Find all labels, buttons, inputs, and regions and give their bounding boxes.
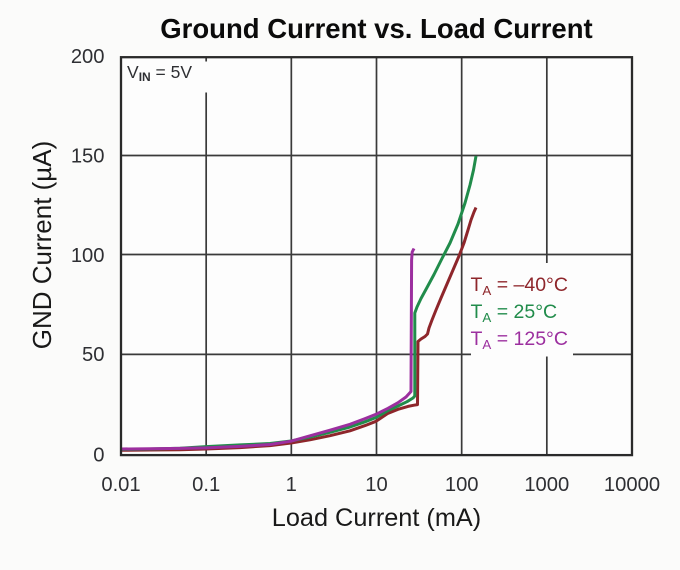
svg-text:200: 200 — [71, 46, 105, 68]
svg-text:0.1: 0.1 — [192, 474, 220, 496]
svg-text:10000: 10000 — [604, 474, 660, 496]
svg-text:Load Current (mA): Load Current (mA) — [272, 504, 481, 532]
svg-text:Ground Current vs. Load Curren: Ground Current vs. Load Current — [160, 13, 592, 44]
svg-text:0: 0 — [93, 444, 104, 466]
svg-text:100: 100 — [71, 245, 105, 267]
svg-text:0.01: 0.01 — [101, 474, 140, 496]
svg-text:1: 1 — [286, 474, 297, 496]
svg-text:100: 100 — [445, 474, 479, 496]
svg-text:1000: 1000 — [524, 474, 569, 496]
svg-text:GND Current (µA): GND Current (µA) — [27, 141, 57, 350]
svg-text:VIN = 5V: VIN = 5V — [127, 62, 192, 84]
svg-text:50: 50 — [82, 344, 104, 366]
svg-text:10: 10 — [365, 474, 387, 496]
svg-text:150: 150 — [71, 146, 105, 168]
